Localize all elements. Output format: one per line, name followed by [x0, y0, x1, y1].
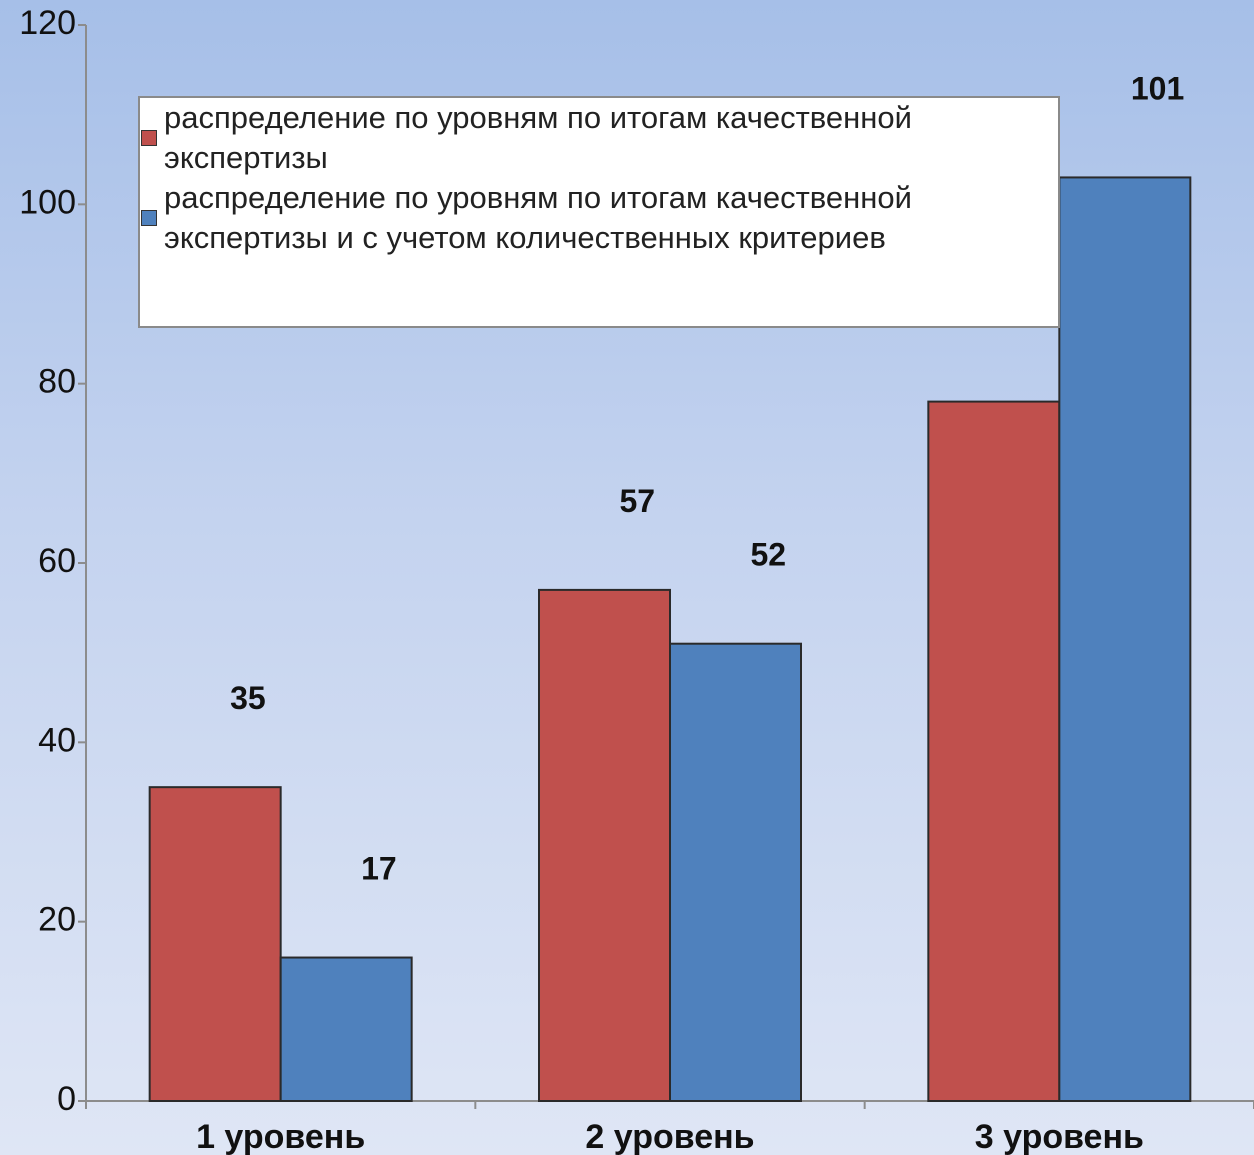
x-tick-label: 2 уровень	[585, 1118, 754, 1155]
legend-label-series-2: распределение по уровням по итогам качес…	[164, 180, 912, 255]
bar-series-1	[927, 400, 1061, 1103]
bar-series-2	[1058, 176, 1192, 1102]
x-tick-label: 1 уровень	[196, 1118, 365, 1155]
data-label-series-1: 35	[230, 680, 266, 716]
y-tick-label: 80	[38, 363, 76, 401]
y-tick-label: 120	[19, 4, 76, 42]
data-label-series-2: 17	[361, 851, 397, 887]
x-tick-label: 3 уровень	[975, 1118, 1144, 1155]
legend-swatch-series-2	[141, 210, 157, 226]
y-tick-label: 0	[57, 1080, 76, 1118]
y-tick-label: 60	[38, 542, 76, 580]
y-tick-label: 100	[19, 183, 76, 221]
y-tick-label: 40	[38, 721, 76, 759]
legend-swatch-series-1	[141, 130, 157, 146]
data-label-series-1: 57	[619, 483, 655, 519]
data-label-series-2: 52	[750, 537, 786, 573]
data-label-series-2: 101	[1131, 70, 1184, 106]
legend-label-series-1: распределение по уровням по итогам качес…	[164, 100, 912, 175]
bar-series-2	[669, 642, 802, 1102]
y-tick-label: 20	[38, 901, 76, 939]
chart-legend: распределение по уровням по итогам качес…	[138, 96, 1060, 328]
bar-series-2	[279, 956, 413, 1102]
bar-series-1	[538, 588, 671, 1103]
bar-series-1	[148, 786, 282, 1103]
